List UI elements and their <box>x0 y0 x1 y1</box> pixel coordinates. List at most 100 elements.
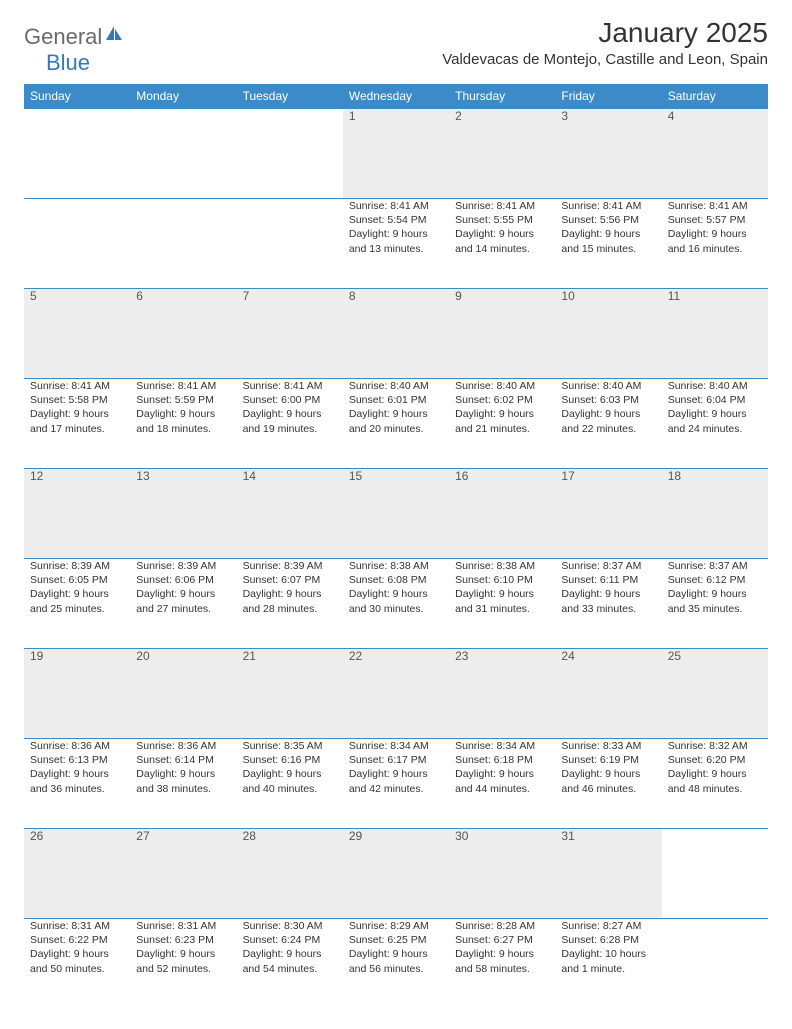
weekday-header-row: SundayMondayTuesdayWednesdayThursdayFrid… <box>24 84 768 109</box>
day1-text: Daylight: 9 hours <box>561 767 655 781</box>
sunset-text: Sunset: 6:10 PM <box>455 573 549 587</box>
day1-text: Daylight: 10 hours <box>561 947 655 961</box>
day-number: 11 <box>662 289 768 379</box>
empty-cell <box>130 199 236 289</box>
day-details: Sunrise: 8:32 AMSunset: 6:20 PMDaylight:… <box>668 739 762 796</box>
day2-text: and 35 minutes. <box>668 602 762 616</box>
day-cell: Sunrise: 8:36 AMSunset: 6:13 PMDaylight:… <box>24 739 130 829</box>
day-details: Sunrise: 8:39 AMSunset: 6:06 PMDaylight:… <box>136 559 230 616</box>
sunset-text: Sunset: 5:56 PM <box>561 213 655 227</box>
day2-text: and 22 minutes. <box>561 422 655 436</box>
day-number: 13 <box>130 469 236 559</box>
sunrise-text: Sunrise: 8:38 AM <box>349 559 443 573</box>
sunset-text: Sunset: 5:55 PM <box>455 213 549 227</box>
day-number: 2 <box>449 109 555 199</box>
sunset-text: Sunset: 6:19 PM <box>561 753 655 767</box>
day2-text: and 20 minutes. <box>349 422 443 436</box>
sunset-text: Sunset: 6:18 PM <box>455 753 549 767</box>
day-details: Sunrise: 8:41 AMSunset: 5:56 PMDaylight:… <box>561 199 655 256</box>
day-number: 15 <box>343 469 449 559</box>
day2-text: and 28 minutes. <box>243 602 337 616</box>
day-cell: Sunrise: 8:41 AMSunset: 5:56 PMDaylight:… <box>555 199 661 289</box>
sunset-text: Sunset: 6:25 PM <box>349 933 443 947</box>
day-number: 27 <box>130 829 236 919</box>
sunset-text: Sunset: 5:57 PM <box>668 213 762 227</box>
sunrise-text: Sunrise: 8:28 AM <box>455 919 549 933</box>
sunset-text: Sunset: 6:00 PM <box>243 393 337 407</box>
day-details: Sunrise: 8:36 AMSunset: 6:13 PMDaylight:… <box>30 739 124 796</box>
day-cell: Sunrise: 8:40 AMSunset: 6:01 PMDaylight:… <box>343 379 449 469</box>
sunset-text: Sunset: 6:17 PM <box>349 753 443 767</box>
day2-text: and 31 minutes. <box>455 602 549 616</box>
sunset-text: Sunset: 6:14 PM <box>136 753 230 767</box>
sunrise-text: Sunrise: 8:41 AM <box>668 199 762 213</box>
day2-text: and 54 minutes. <box>243 962 337 976</box>
daynum-row: 12131415161718 <box>24 469 768 559</box>
day-details: Sunrise: 8:29 AMSunset: 6:25 PMDaylight:… <box>349 919 443 976</box>
day2-text: and 36 minutes. <box>30 782 124 796</box>
day1-text: Daylight: 9 hours <box>668 767 762 781</box>
empty-daynum <box>662 829 768 919</box>
sunset-text: Sunset: 6:24 PM <box>243 933 337 947</box>
day-number: 28 <box>237 829 343 919</box>
page-header: General Blue January 2025 Valdevacas de … <box>24 18 768 76</box>
day2-text: and 48 minutes. <box>668 782 762 796</box>
day1-text: Daylight: 9 hours <box>136 407 230 421</box>
day-number: 23 <box>449 649 555 739</box>
day-cell: Sunrise: 8:28 AMSunset: 6:27 PMDaylight:… <box>449 919 555 1009</box>
day-cell: Sunrise: 8:39 AMSunset: 6:06 PMDaylight:… <box>130 559 236 649</box>
day-details: Sunrise: 8:27 AMSunset: 6:28 PMDaylight:… <box>561 919 655 976</box>
sunset-text: Sunset: 6:01 PM <box>349 393 443 407</box>
day1-text: Daylight: 9 hours <box>30 947 124 961</box>
sunset-text: Sunset: 6:11 PM <box>561 573 655 587</box>
weekday-header: Sunday <box>24 84 130 109</box>
day-cell: Sunrise: 8:41 AMSunset: 5:57 PMDaylight:… <box>662 199 768 289</box>
empty-daynum <box>24 109 130 199</box>
sunrise-text: Sunrise: 8:39 AM <box>30 559 124 573</box>
day-number: 10 <box>555 289 661 379</box>
sunset-text: Sunset: 6:12 PM <box>668 573 762 587</box>
day1-text: Daylight: 9 hours <box>455 407 549 421</box>
day-details: Sunrise: 8:31 AMSunset: 6:23 PMDaylight:… <box>136 919 230 976</box>
day2-text: and 1 minute. <box>561 962 655 976</box>
day2-text: and 14 minutes. <box>455 242 549 256</box>
day-number: 4 <box>662 109 768 199</box>
weekday-header: Tuesday <box>237 84 343 109</box>
day1-text: Daylight: 9 hours <box>561 227 655 241</box>
day-cell: Sunrise: 8:40 AMSunset: 6:04 PMDaylight:… <box>662 379 768 469</box>
day-details: Sunrise: 8:41 AMSunset: 5:58 PMDaylight:… <box>30 379 124 436</box>
day-cell: Sunrise: 8:34 AMSunset: 6:18 PMDaylight:… <box>449 739 555 829</box>
logo-line1: General <box>24 24 102 49</box>
day-details: Sunrise: 8:30 AMSunset: 6:24 PMDaylight:… <box>243 919 337 976</box>
day-number: 9 <box>449 289 555 379</box>
day-number: 21 <box>237 649 343 739</box>
calendar-table: SundayMondayTuesdayWednesdayThursdayFrid… <box>24 84 768 1009</box>
week-body-row: Sunrise: 8:41 AMSunset: 5:58 PMDaylight:… <box>24 379 768 469</box>
day-cell: Sunrise: 8:41 AMSunset: 6:00 PMDaylight:… <box>237 379 343 469</box>
weekday-header: Monday <box>130 84 236 109</box>
day1-text: Daylight: 9 hours <box>349 407 443 421</box>
day-number: 18 <box>662 469 768 559</box>
day-cell: Sunrise: 8:31 AMSunset: 6:22 PMDaylight:… <box>24 919 130 1009</box>
day-number: 20 <box>130 649 236 739</box>
day-details: Sunrise: 8:41 AMSunset: 6:00 PMDaylight:… <box>243 379 337 436</box>
sunrise-text: Sunrise: 8:40 AM <box>349 379 443 393</box>
day-number: 5 <box>24 289 130 379</box>
sunrise-text: Sunrise: 8:35 AM <box>243 739 337 753</box>
day-details: Sunrise: 8:34 AMSunset: 6:18 PMDaylight:… <box>455 739 549 796</box>
day-number: 16 <box>449 469 555 559</box>
day2-text: and 27 minutes. <box>136 602 230 616</box>
sunrise-text: Sunrise: 8:39 AM <box>243 559 337 573</box>
day1-text: Daylight: 9 hours <box>136 947 230 961</box>
sunset-text: Sunset: 6:22 PM <box>30 933 124 947</box>
day-details: Sunrise: 8:37 AMSunset: 6:11 PMDaylight:… <box>561 559 655 616</box>
day-number: 8 <box>343 289 449 379</box>
sunrise-text: Sunrise: 8:38 AM <box>455 559 549 573</box>
sunset-text: Sunset: 5:58 PM <box>30 393 124 407</box>
day-cell: Sunrise: 8:33 AMSunset: 6:19 PMDaylight:… <box>555 739 661 829</box>
day-number: 24 <box>555 649 661 739</box>
day-number: 3 <box>555 109 661 199</box>
sunrise-text: Sunrise: 8:31 AM <box>30 919 124 933</box>
day1-text: Daylight: 9 hours <box>30 407 124 421</box>
sunrise-text: Sunrise: 8:36 AM <box>30 739 124 753</box>
